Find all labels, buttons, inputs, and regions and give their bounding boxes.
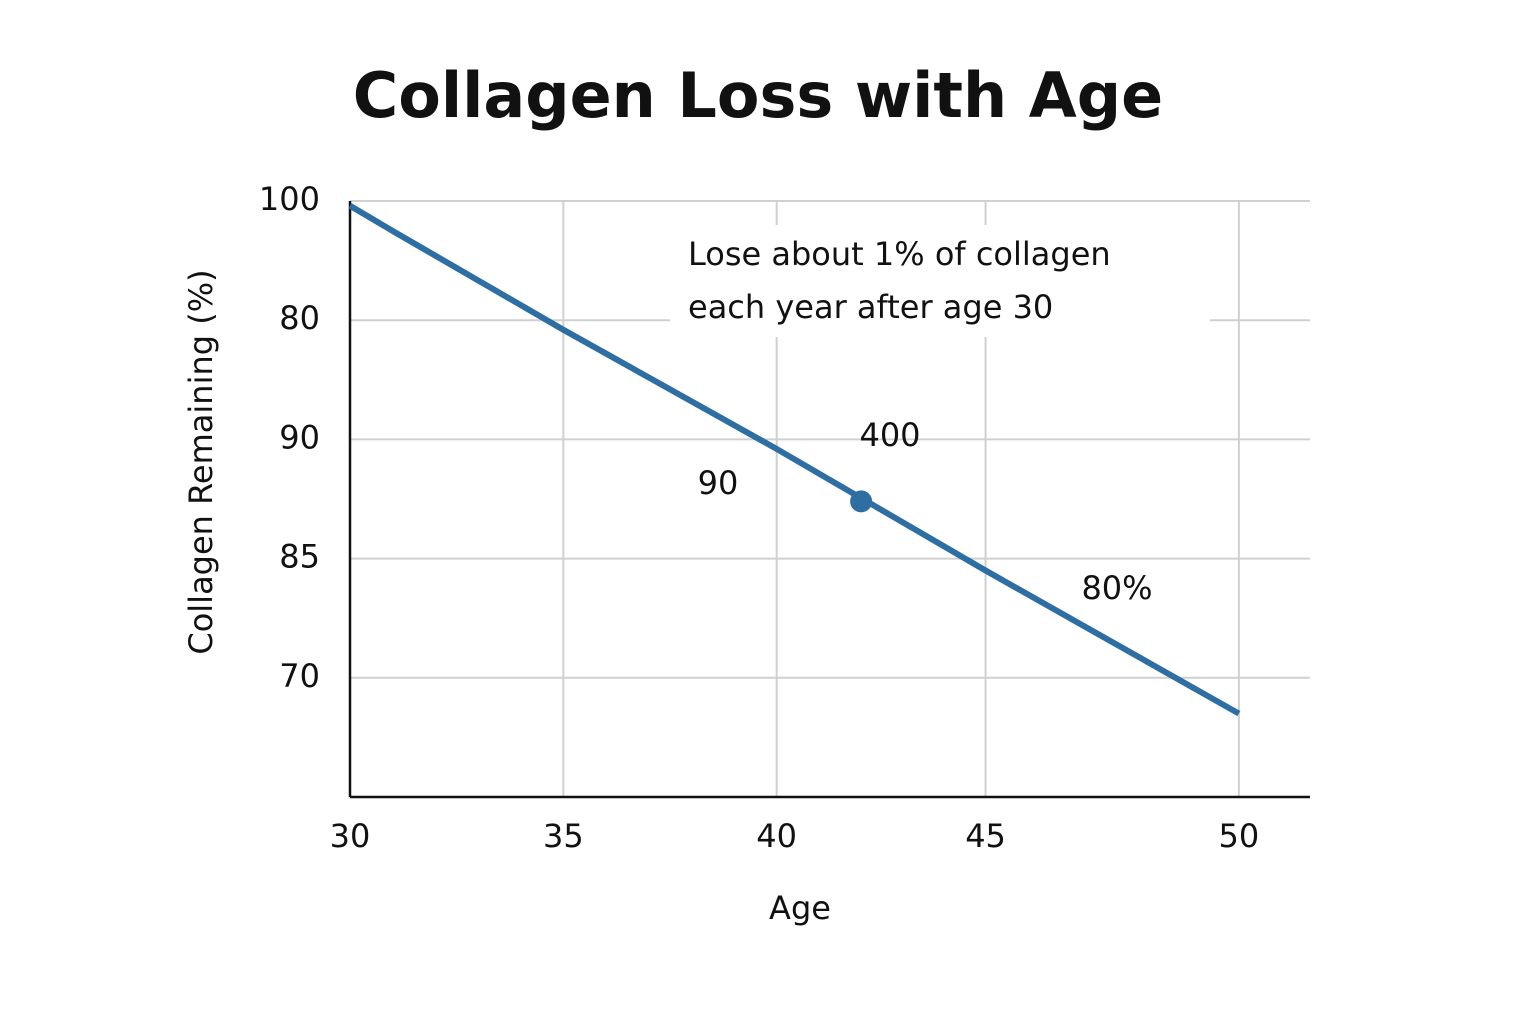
y-tick-label: 90 [279, 418, 320, 456]
data-line [348, 203, 1241, 717]
annotation: each year after age 30 [688, 288, 1053, 326]
annotation-background [670, 225, 1210, 337]
x-tick-label: 40 [756, 817, 797, 855]
annotation: 80% [1081, 569, 1152, 607]
y-axis-label: Collagen Remaining (%) [182, 269, 220, 654]
y-tick-label: 70 [279, 657, 320, 695]
y-tick-label: 100 [259, 180, 320, 218]
y-tick-label: 80 [279, 299, 320, 337]
highlight-point [850, 490, 873, 513]
annotation: Lose about 1% of collagen [688, 235, 1111, 273]
x-tick-label: 50 [1219, 817, 1260, 855]
annotation: 400 [859, 416, 920, 454]
x-tick-label: 45 [965, 817, 1006, 855]
x-tick-label: 35 [543, 817, 584, 855]
x-tick-label: 30 [330, 817, 371, 855]
chart-title: Collagen Loss with Age [353, 59, 1163, 132]
x-axis-label: Age [769, 889, 831, 927]
y-tick-label: 85 [279, 538, 320, 576]
annotation: 90 [698, 464, 739, 502]
